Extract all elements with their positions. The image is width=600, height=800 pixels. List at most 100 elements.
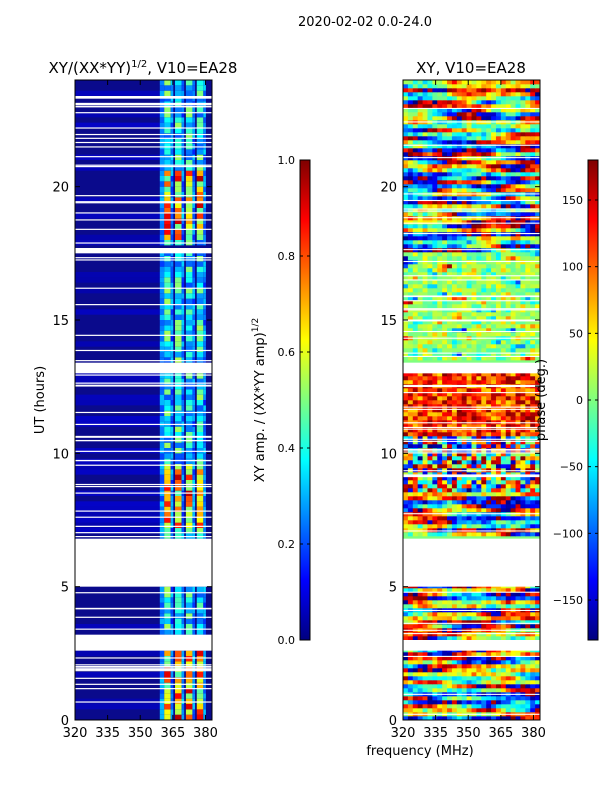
right-heatmap-cell — [491, 288, 497, 293]
right-heatmap-cell — [466, 444, 472, 449]
left-heatmap-cell — [159, 448, 165, 454]
right-heatmap-cell — [412, 676, 419, 681]
right-heatmap-cell — [481, 200, 487, 205]
right-heatmap-cell — [495, 380, 502, 385]
right-heatmap-cell — [486, 396, 492, 401]
right-heatmap-cell — [505, 452, 512, 457]
right-heatmap-cell — [403, 104, 409, 109]
right-heatmap-cell — [451, 244, 458, 249]
right-heatmap-cell — [437, 652, 443, 657]
right-heatmap-cell — [427, 332, 433, 337]
right-heatmap-cell — [451, 124, 458, 129]
left-heatmap-cell — [185, 112, 193, 118]
right-heatmap-cell — [407, 196, 414, 201]
right-heatmap-cell — [530, 380, 536, 385]
right-heatmap-cell — [442, 288, 448, 293]
right-heatmap-cell — [417, 448, 424, 453]
right-heatmap-cell — [403, 704, 409, 709]
right-heatmap-cell — [495, 588, 502, 593]
right-heatmap-cell — [451, 664, 458, 669]
right-heatmap-cell — [422, 412, 428, 417]
left-heatmap-cell — [192, 661, 196, 667]
right-heatmap-cell — [520, 132, 526, 137]
right-heatmap-cell — [422, 604, 428, 609]
left-heatmap-cell — [203, 517, 206, 523]
right-heatmap-cell — [530, 444, 536, 449]
left-heatmap-cell — [164, 602, 171, 608]
right-heatmap-cell — [432, 484, 438, 489]
right-heatmap-cell — [535, 696, 540, 701]
left-heatmap-cell — [170, 416, 174, 422]
right-heatmap-cell — [407, 532, 414, 537]
right-heatmap-cell — [491, 624, 497, 629]
right-heatmap-cell — [476, 288, 482, 293]
right-heatmap-cell — [530, 264, 536, 269]
right-heatmap-cell — [447, 400, 453, 405]
left-heatmap-cell — [185, 272, 193, 278]
right-heatmap-cell — [476, 260, 482, 265]
left-heatmap-cell — [164, 480, 171, 486]
left-heatmap-cell — [192, 266, 196, 272]
right-heatmap-cell — [525, 516, 531, 521]
right-heatmap-cell — [471, 372, 477, 377]
right-heatmap-cell — [427, 432, 433, 437]
left-heatmap-cell — [164, 656, 171, 662]
right-heatmap-cell — [535, 124, 540, 129]
right-heatmap-cell — [432, 652, 438, 657]
right-heatmap-cell — [403, 284, 409, 289]
left-heatmap-cell — [175, 693, 182, 699]
right-heatmap-cell — [456, 432, 463, 437]
right-heatmap-cell — [525, 244, 531, 249]
right-heatmap-cell — [525, 164, 531, 169]
right-heatmap-cell — [500, 684, 507, 689]
right-heatmap-cell — [486, 664, 492, 669]
right-heatmap-cell — [530, 272, 536, 277]
right-heatmap-cell — [495, 432, 502, 437]
left-heatmap-cell — [181, 458, 185, 464]
right-heatmap-cell — [471, 284, 477, 289]
right-heatmap-cell — [427, 380, 433, 385]
right-heatmap-cell — [417, 352, 424, 357]
right-heatmap-cell — [427, 164, 433, 169]
right-heatmap-cell — [525, 376, 531, 381]
left-heatmap-cell — [203, 602, 206, 608]
right-heatmap-cell — [461, 624, 468, 629]
right-heatmap-cell — [525, 136, 531, 141]
right-heatmap-cell — [535, 252, 540, 257]
left-heatmap-cell — [170, 522, 174, 528]
right-heatmap-cell — [412, 524, 419, 529]
right-heatmap-cell — [422, 212, 428, 217]
right-heatmap-cell — [427, 252, 433, 257]
right-heatmap-cell — [451, 616, 458, 621]
right-heatmap-cell — [447, 200, 453, 205]
right-heatmap-cell — [407, 620, 414, 625]
right-heatmap-cell — [510, 344, 517, 349]
right-heatmap-cell — [520, 352, 526, 357]
left-heatmap-cell — [159, 357, 165, 363]
left-heatmap-cell — [181, 250, 185, 256]
left-heatmap-cell — [181, 357, 185, 363]
left-heatmap-cell — [192, 416, 196, 422]
left-heatmap-cell — [170, 229, 174, 235]
right-heatmap-cell — [412, 428, 419, 433]
right-heatmap-cell — [535, 604, 540, 609]
right-heatmap-cell — [447, 320, 453, 325]
left-heatmap-cell — [159, 208, 165, 214]
right-heatmap-cell — [520, 412, 526, 417]
right-heatmap-cell — [466, 244, 472, 249]
left-heatmap-cell — [181, 208, 185, 214]
right-heatmap-cell — [500, 176, 507, 181]
right-heatmap-cell — [535, 372, 540, 377]
right-heatmap-cell — [471, 700, 477, 705]
right-heatmap-cell — [437, 592, 443, 597]
right-heatmap-cell — [481, 504, 487, 509]
right-heatmap-cell — [447, 232, 453, 237]
left-heatmap-cell — [159, 170, 165, 176]
left-heatmap-cell — [170, 122, 174, 128]
right-heatmap-cell — [500, 328, 507, 333]
right-heatmap-cell — [476, 436, 482, 441]
left-heatmap-cell — [159, 613, 165, 619]
left-heatmap-cell — [192, 122, 196, 128]
left-heatmap-cell — [185, 213, 193, 219]
right-heatmap-cell — [530, 316, 536, 321]
